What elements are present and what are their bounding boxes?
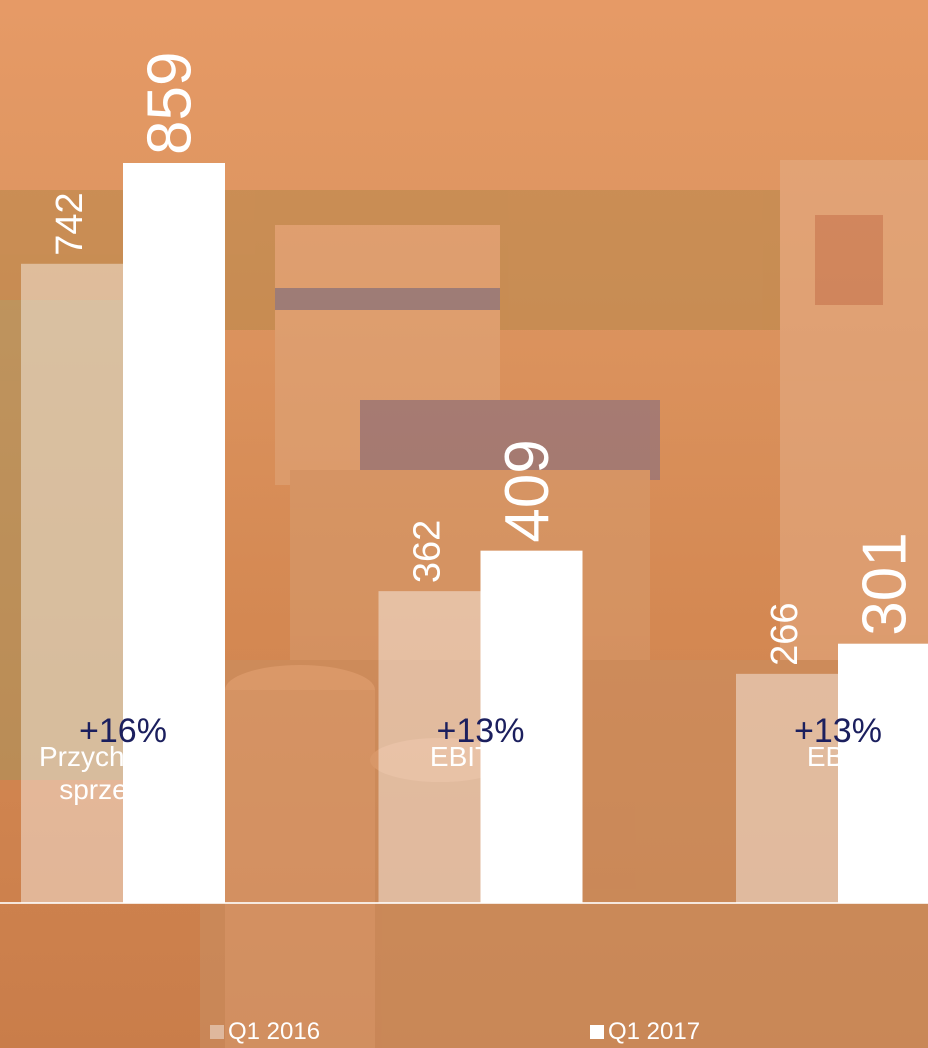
x-tick-label: Przychody ze sprzedaży xyxy=(0,740,253,806)
chart: 742859+16%362409+13%266301+13% xyxy=(0,0,928,1048)
legend-swatch xyxy=(590,1025,604,1039)
value-label: 266 xyxy=(764,602,806,665)
legend-label: Q1 2017 xyxy=(608,1018,700,1046)
value-label: 409 xyxy=(493,439,562,542)
page: {"chart_data": {"type": "bar", "categori… xyxy=(0,0,928,1048)
value-label: 362 xyxy=(407,520,449,583)
value-label: 859 xyxy=(135,52,204,155)
bar xyxy=(21,264,123,903)
value-label: 301 xyxy=(850,532,919,635)
value-label: 742 xyxy=(49,192,91,255)
legend-swatch xyxy=(210,1025,224,1039)
legend-item: Q1 2016 xyxy=(210,1018,320,1046)
x-tick-label: EBIT xyxy=(708,740,928,773)
legend-label: Q1 2016 xyxy=(228,1018,320,1046)
bar xyxy=(736,674,838,903)
x-tick-label: EBITDA xyxy=(351,740,611,773)
legend-item: Q1 2017 xyxy=(590,1018,700,1046)
bar xyxy=(838,644,928,903)
